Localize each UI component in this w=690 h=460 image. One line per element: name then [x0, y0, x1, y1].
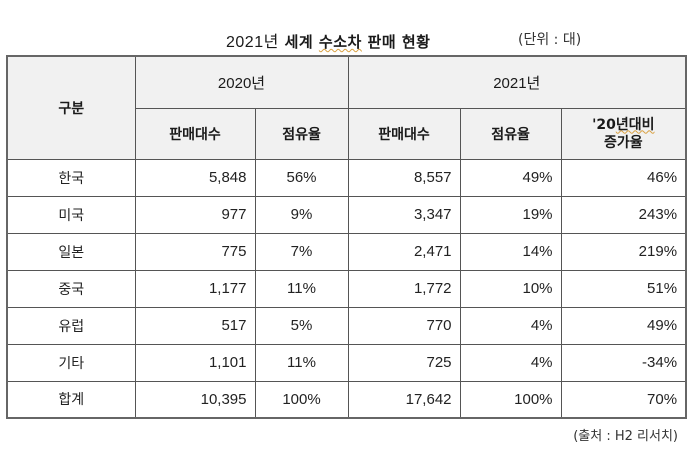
sales-2020-cell: 775 — [134, 232, 256, 271]
sales-2021-cell: 725 — [347, 343, 461, 382]
category-cell: 미국 — [6, 195, 136, 234]
sales-2020-cell: 1,101 — [134, 343, 256, 382]
sales-2021-cell: 3,347 — [347, 195, 461, 234]
header-row-sub: 판매대수 점유율 판매대수 점유율 '20년대비 증가율 — [7, 107, 687, 160]
sales-header-2020: 판매대수 — [134, 107, 256, 160]
sales-2020-cell: 1,177 — [134, 269, 256, 308]
growth-header: '20년대비 증가율 — [560, 107, 687, 160]
table-row: 일본 775 7% 2,471 14% 219% — [6, 232, 687, 271]
share-2020-cell: 7% — [254, 232, 349, 271]
table-row: 중국 1,177 11% 1,772 10% 51% — [6, 269, 687, 308]
sales-2020-cell: 5,848 — [134, 158, 256, 197]
year-header-2020: 2020년 — [134, 55, 349, 109]
category-cell: 기타 — [6, 343, 136, 382]
share-2020-cell: 56% — [254, 158, 349, 197]
sales-2020-cell: 977 — [134, 195, 256, 234]
category-cell: 일본 — [6, 232, 136, 271]
growth-cell: 243% — [560, 195, 687, 234]
growth-header-prefix: '20 — [592, 116, 616, 133]
sales-2020-cell: 10,395 — [134, 380, 256, 419]
share-2020-cell: 5% — [254, 306, 349, 345]
sales-2020-cell: 517 — [134, 306, 256, 345]
table-row: 미국 977 9% 3,347 19% 243% — [6, 195, 687, 234]
title-prefix: 세계 — [284, 33, 314, 51]
growth-header-line2: 증가율 — [603, 134, 643, 151]
table-row: 합계 10,395 100% 17,642 100% 70% — [6, 380, 687, 419]
share-2021-cell: 49% — [459, 158, 562, 197]
page-title: 2021년 세계 수소차 판매 현황 — [226, 28, 430, 52]
growth-cell: -34% — [560, 343, 687, 382]
header-row-years: 구분 2020년 2021년 — [6, 55, 687, 160]
sales-2021-cell: 770 — [347, 306, 461, 345]
source-note: (출처 : H2 리서치) — [573, 429, 678, 444]
category-cell: 유럽 — [6, 306, 136, 345]
sales-2021-cell: 2,471 — [347, 232, 461, 271]
share-2020-cell: 100% — [254, 380, 349, 419]
table-row: 유럽 517 5% 770 4% 49% — [6, 306, 687, 345]
year-header-2021: 2021년 — [347, 55, 687, 109]
category-cell: 합계 — [6, 380, 136, 419]
share-2021-cell: 10% — [459, 269, 562, 308]
unit-label: (단위 : 대) — [518, 32, 582, 48]
share-header-2020: 점유율 — [254, 107, 349, 160]
share-2021-cell: 4% — [459, 306, 562, 345]
category-cell: 중국 — [6, 269, 136, 308]
share-2021-cell: 100% — [459, 380, 562, 419]
share-2021-cell: 19% — [459, 195, 562, 234]
title-keyword: 수소차 — [318, 33, 362, 51]
title-suffix: 판매 현황 — [367, 33, 431, 51]
share-2021-cell: 4% — [459, 343, 562, 382]
share-2021-cell: 14% — [459, 232, 562, 271]
growth-cell: 219% — [560, 232, 687, 271]
share-2020-cell: 11% — [254, 269, 349, 308]
sales-table: 구분 2020년 2021년 판매대수 점유율 판매대수 점유율 '20년대비 … — [6, 55, 688, 419]
category-header: 구분 — [6, 55, 136, 160]
title-year: 2021년 — [226, 34, 279, 51]
sales-header-2021: 판매대수 — [347, 107, 461, 160]
share-2020-cell: 11% — [254, 343, 349, 382]
growth-cell: 70% — [560, 380, 687, 419]
table-row: 한국 5,848 56% 8,557 49% 46% — [6, 158, 687, 197]
sales-2021-cell: 8,557 — [347, 158, 461, 197]
growth-cell: 46% — [560, 158, 687, 197]
share-header-2021: 점유율 — [459, 107, 562, 160]
growth-header-rest: 년대비 — [615, 116, 655, 133]
table-row: 기타 1,101 11% 725 4% -34% — [6, 343, 687, 382]
growth-cell: 51% — [560, 269, 687, 308]
share-2020-cell: 9% — [254, 195, 349, 234]
category-cell: 한국 — [6, 158, 136, 197]
sales-2021-cell: 1,772 — [347, 269, 461, 308]
sales-2021-cell: 17,642 — [347, 380, 461, 419]
growth-cell: 49% — [560, 306, 687, 345]
